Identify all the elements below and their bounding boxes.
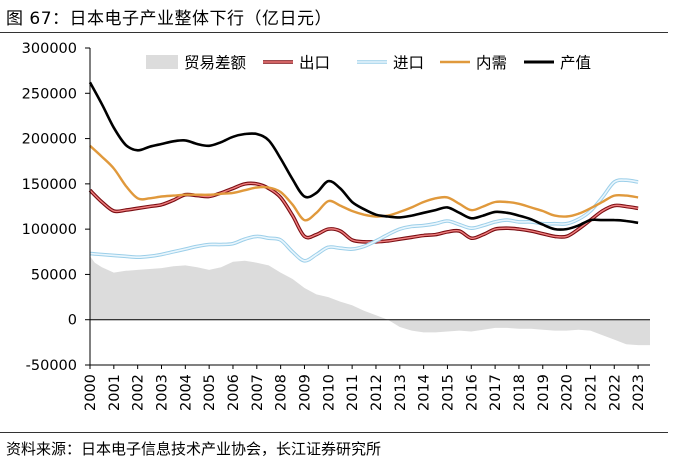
x-tick-label: 2006 <box>226 374 242 411</box>
legend: 贸易差额 出口 进口 内需 产值 <box>146 54 591 72</box>
x-tick-label: 2015 <box>440 374 456 411</box>
domestic-demand-line <box>89 144 639 222</box>
x-tick-label: 2023 <box>631 374 647 411</box>
legend-domestic-demand-label: 内需 <box>476 54 507 72</box>
x-tick-label: 2002 <box>131 374 147 411</box>
import-line <box>89 179 639 262</box>
x-tick-label: 2020 <box>560 374 576 411</box>
output-value-line <box>88 81 639 231</box>
legend-trade-balance-swatch <box>146 55 178 69</box>
y-tick-label: 0 <box>68 313 77 329</box>
export-line <box>89 182 639 243</box>
x-tick-label: 2014 <box>417 374 433 411</box>
x-tick-label: 2018 <box>512 374 528 411</box>
y-tick-label: 250000 <box>22 86 77 102</box>
y-tick-label: 300000 <box>22 41 77 57</box>
x-tick-label: 2009 <box>297 374 313 411</box>
x-tick-label: 2008 <box>274 374 290 411</box>
x-tick-label: 2007 <box>250 374 266 411</box>
x-tick-label: 2013 <box>393 374 409 411</box>
y-tick-label: 100000 <box>22 222 77 238</box>
x-tick-label: 2000 <box>83 374 99 411</box>
x-tick-label: 2001 <box>107 374 123 411</box>
x-tick-label: 2010 <box>321 374 337 411</box>
y-tick-label: 200000 <box>22 132 77 148</box>
x-tick-label: 2011 <box>345 374 361 411</box>
x-tick-label: 2019 <box>536 374 552 411</box>
source-note: 资料来源：日本电子信息技术产业协会，长江证券研究所 <box>6 440 382 458</box>
line-layer <box>88 81 639 263</box>
figure-title: 图 67：日本电子产业整体下行（亿日元） <box>6 9 333 29</box>
x-tick-label: 2005 <box>202 374 218 411</box>
x-axis: 2000 2001 2002 2003 2004 2005 2006 2007 2008 2009… <box>83 364 650 411</box>
legend-export-label: 出口 <box>299 54 330 72</box>
x-tick-label: 2016 <box>464 374 480 411</box>
x-tick-label: 2012 <box>369 374 385 411</box>
source-rule <box>0 432 668 433</box>
legend-trade-balance-label: 贸易差额 <box>184 54 247 72</box>
legend-output-value-label: 产值 <box>560 54 591 72</box>
x-tick-label: 2004 <box>178 374 194 411</box>
area-layer <box>90 256 650 346</box>
y-tick-label: 50000 <box>31 267 77 283</box>
y-axis: -50000 0 50000 100000 150000 200000 250000 3000… <box>22 41 91 374</box>
y-tick-label: -50000 <box>26 358 77 374</box>
x-tick-label: 2017 <box>488 374 504 411</box>
x-tick-label: 2022 <box>607 374 623 411</box>
title-rule <box>0 32 668 33</box>
export-line-outline <box>88 181 639 244</box>
trade-balance-area <box>90 256 650 346</box>
x-tick-label: 2003 <box>154 374 170 411</box>
y-tick-label: 150000 <box>22 177 77 193</box>
legend-import-label: 进口 <box>393 54 424 72</box>
import-line-outline <box>89 178 639 263</box>
x-tick-label: 2021 <box>583 374 599 411</box>
